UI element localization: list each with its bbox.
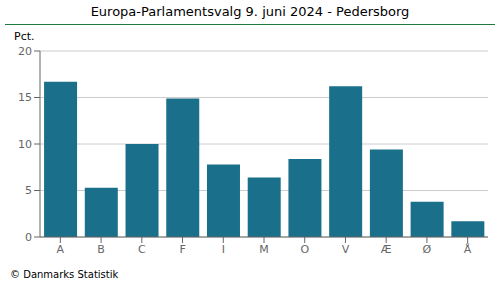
svg-text:10: 10 [18, 138, 32, 151]
svg-text:V: V [342, 243, 350, 256]
svg-text:20: 20 [18, 45, 32, 58]
svg-text:B: B [97, 243, 105, 256]
svg-text:A: A [57, 243, 65, 256]
svg-text:Ø: Ø [423, 243, 432, 256]
svg-text:C: C [138, 243, 146, 256]
html-text:© Danmarks Statistik: © Danmarks Statistik [10, 269, 119, 280]
svg-text:15: 15 [18, 91, 32, 104]
html-text:Europa-Parlamentsvalg 9. juni: Europa-Parlamentsvalg 9. juni 2024 - Ped… [90, 4, 410, 19]
svg-text:O: O [300, 243, 309, 256]
svg-text:I: I [222, 243, 225, 256]
svg-text:M: M [259, 243, 269, 256]
svg-text:Æ: Æ [381, 243, 392, 256]
svg-text:F: F [179, 243, 185, 256]
svg-text:0: 0 [25, 231, 32, 244]
svg-text:Å: Å [464, 243, 472, 256]
html-text:Pct.: Pct. [14, 30, 35, 43]
svg-text:5: 5 [25, 184, 32, 197]
